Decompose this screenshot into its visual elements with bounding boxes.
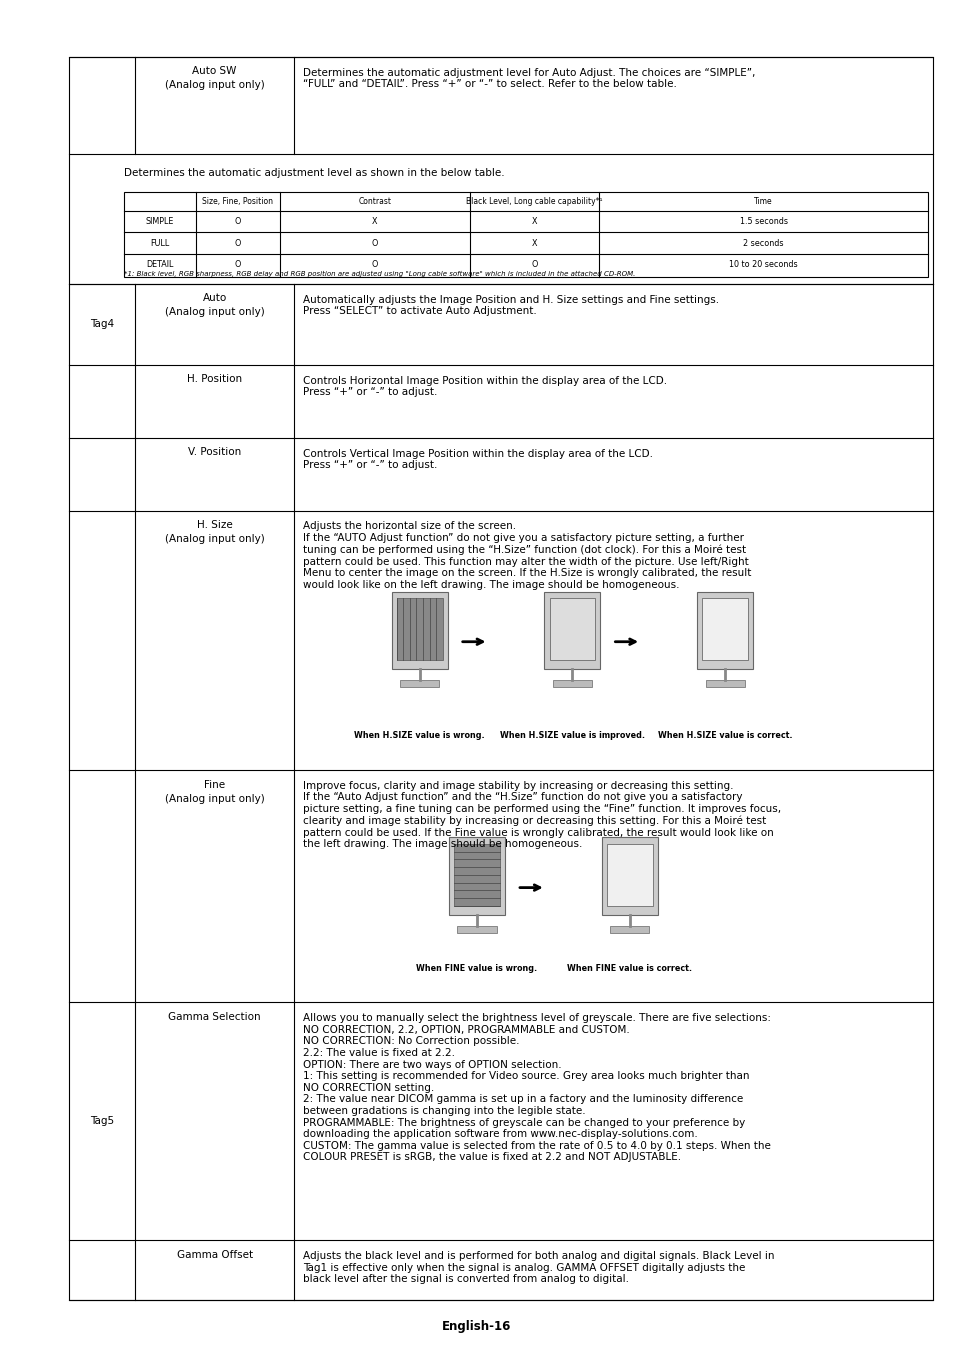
Text: English-16: English-16 bbox=[442, 1320, 511, 1333]
Text: Fine
(Analog input only): Fine (Analog input only) bbox=[165, 780, 264, 804]
FancyBboxPatch shape bbox=[549, 598, 595, 659]
FancyBboxPatch shape bbox=[705, 680, 743, 688]
Text: Gamma Offset: Gamma Offset bbox=[176, 1250, 253, 1259]
FancyBboxPatch shape bbox=[400, 680, 438, 688]
FancyBboxPatch shape bbox=[457, 925, 496, 934]
Text: 10 to 20 seconds: 10 to 20 seconds bbox=[729, 261, 797, 269]
Text: When H.SIZE value is improved.: When H.SIZE value is improved. bbox=[499, 731, 644, 740]
Text: Adjusts the black level and is performed for both analog and digital signals. Bl: Adjusts the black level and is performed… bbox=[303, 1251, 774, 1285]
Text: Adjusts the horizontal size of the screen.
If the “AUTO Adjust function” do not : Adjusts the horizontal size of the scree… bbox=[303, 521, 751, 590]
Text: Time: Time bbox=[754, 197, 772, 205]
Text: Tag5: Tag5 bbox=[90, 1116, 114, 1127]
Text: When H.SIZE value is wrong.: When H.SIZE value is wrong. bbox=[355, 731, 484, 740]
FancyBboxPatch shape bbox=[697, 592, 752, 669]
Text: Black Level, Long cable capability*¹: Black Level, Long cable capability*¹ bbox=[466, 197, 602, 205]
FancyBboxPatch shape bbox=[454, 844, 499, 905]
Text: Automatically adjusts the Image Position and H. Size settings and Fine settings.: Automatically adjusts the Image Position… bbox=[303, 295, 719, 316]
FancyBboxPatch shape bbox=[606, 844, 652, 905]
Text: *1: Black level, RGB sharpness, RGB delay and RGB position are adjusted using "L: *1: Black level, RGB sharpness, RGB dela… bbox=[124, 270, 635, 277]
FancyBboxPatch shape bbox=[610, 925, 648, 934]
FancyBboxPatch shape bbox=[544, 592, 599, 669]
Text: Determines the automatic adjustment level for Auto Adjust. The choices are “SIMP: Determines the automatic adjustment leve… bbox=[303, 68, 755, 89]
Text: O: O bbox=[531, 261, 537, 269]
FancyBboxPatch shape bbox=[69, 57, 932, 1300]
Text: DETAIL: DETAIL bbox=[146, 261, 173, 269]
Text: Auto SW
(Analog input only): Auto SW (Analog input only) bbox=[165, 66, 264, 91]
Text: 2 seconds: 2 seconds bbox=[742, 239, 783, 247]
Text: Controls Vertical Image Position within the display area of the LCD.
Press “+” o: Controls Vertical Image Position within … bbox=[303, 449, 653, 470]
Text: H. Position: H. Position bbox=[187, 374, 242, 384]
Text: V. Position: V. Position bbox=[188, 447, 241, 457]
Text: O: O bbox=[372, 261, 377, 269]
FancyBboxPatch shape bbox=[553, 680, 591, 688]
FancyBboxPatch shape bbox=[601, 838, 657, 915]
Text: When H.SIZE value is correct.: When H.SIZE value is correct. bbox=[658, 731, 791, 740]
Text: Improve focus, clarity and image stability by increasing or decreasing this sett: Improve focus, clarity and image stabili… bbox=[303, 781, 781, 850]
Text: FULL: FULL bbox=[150, 239, 170, 247]
Text: X: X bbox=[372, 218, 377, 226]
Text: When FINE value is wrong.: When FINE value is wrong. bbox=[416, 963, 537, 973]
Text: Controls Horizontal Image Position within the display area of the LCD.
Press “+”: Controls Horizontal Image Position withi… bbox=[303, 376, 667, 397]
Text: 1.5 seconds: 1.5 seconds bbox=[739, 218, 787, 226]
Text: Determines the automatic adjustment level as shown in the below table.: Determines the automatic adjustment leve… bbox=[124, 168, 504, 177]
FancyBboxPatch shape bbox=[449, 838, 504, 915]
Text: H. Size
(Analog input only): H. Size (Analog input only) bbox=[165, 520, 264, 544]
Text: O: O bbox=[234, 218, 240, 226]
Text: SIMPLE: SIMPLE bbox=[146, 218, 173, 226]
FancyBboxPatch shape bbox=[392, 592, 447, 669]
FancyBboxPatch shape bbox=[124, 192, 927, 277]
Text: Size, Fine, Position: Size, Fine, Position bbox=[202, 197, 273, 205]
Text: Tag4: Tag4 bbox=[90, 319, 114, 330]
Text: O: O bbox=[234, 239, 240, 247]
Text: X: X bbox=[532, 218, 537, 226]
FancyBboxPatch shape bbox=[701, 598, 747, 659]
Text: Gamma Selection: Gamma Selection bbox=[168, 1012, 261, 1021]
Text: O: O bbox=[372, 239, 377, 247]
FancyBboxPatch shape bbox=[396, 598, 442, 659]
Text: O: O bbox=[234, 261, 240, 269]
Text: Allows you to manually select the brightness level of greyscale. There are five : Allows you to manually select the bright… bbox=[303, 1013, 771, 1162]
Text: Auto
(Analog input only): Auto (Analog input only) bbox=[165, 293, 264, 317]
Text: Contrast: Contrast bbox=[358, 197, 391, 205]
Text: X: X bbox=[532, 239, 537, 247]
Text: When FINE value is correct.: When FINE value is correct. bbox=[566, 963, 692, 973]
